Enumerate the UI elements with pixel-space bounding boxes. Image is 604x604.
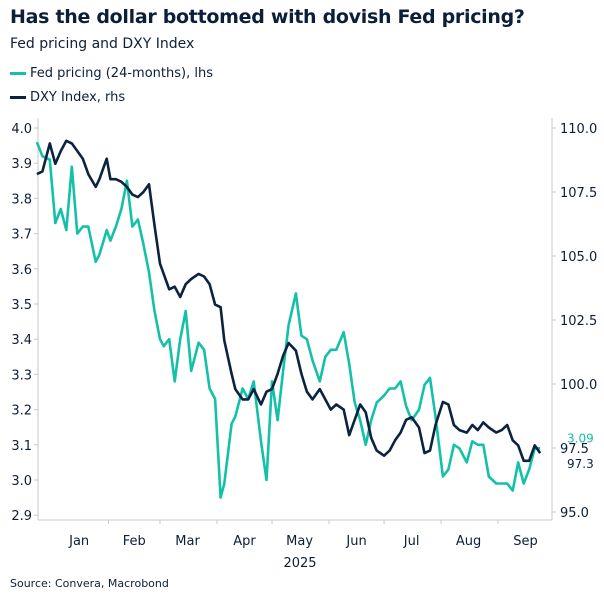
chart-title: Has the dollar bottomed with dovish Fed …: [10, 6, 525, 28]
left-axis-tick-label: 3.6: [11, 263, 32, 278]
right-axis-tick-label: 95.0: [560, 506, 589, 521]
legend-swatch-fed: [10, 72, 26, 75]
right-axis-tick-label: 100.0: [560, 378, 597, 393]
series-line-dxy: [36, 139, 542, 463]
x-axis-tick-label: Jun: [345, 534, 366, 549]
x-axis-tick-label: Feb: [123, 534, 146, 549]
legend-label-dxy: DXY Index, rhs: [30, 90, 126, 105]
x-axis-tick-label: Jul: [403, 534, 420, 549]
right-axis-tick-label: 97.5: [560, 442, 589, 457]
left-axis-tick-label: 3.3: [11, 368, 32, 383]
left-axis-tick-label: 3.0: [11, 474, 32, 489]
series-line-fed-pricing: [35, 141, 541, 499]
x-axis-tick-label: May: [286, 534, 313, 549]
chart-subtitle: Fed pricing and DXY Index: [10, 36, 195, 52]
fed-last-value-label: 3.09: [567, 431, 594, 445]
x-axis-tick-label: Mar: [175, 534, 200, 549]
left-axis-tick-label: 3.4: [11, 333, 32, 348]
x-axis-year-label: 2025: [283, 556, 316, 571]
left-axis-tick-label: 3.9: [11, 157, 32, 172]
left-axis-tick-label: 3.5: [11, 298, 32, 313]
right-axis-tick-label: 102.5: [560, 314, 597, 329]
left-axis-tick-label: 3.1: [11, 439, 32, 454]
right-axis-tick-label: 110.0: [560, 122, 597, 137]
right-axis-tick-label: 107.5: [560, 186, 597, 201]
legend-swatch-dxy: [10, 96, 26, 99]
left-axis-tick-label: 3.7: [11, 228, 32, 243]
left-axis-tick-label: 4.0: [11, 122, 32, 137]
legend-item-fed-pricing: Fed pricing (24-months), lhs: [10, 66, 213, 81]
legend-label-fed: Fed pricing (24-months), lhs: [30, 66, 213, 81]
dxy-last-value-label: 97.3: [567, 457, 594, 471]
x-axis-tick-label: Apr: [233, 534, 256, 549]
x-axis-tick-label: Aug: [456, 534, 481, 549]
x-axis-tick-label: Jan: [68, 534, 89, 549]
left-axis-tick-label: 3.2: [11, 404, 32, 419]
left-axis-tick-label: 3.8: [11, 192, 32, 207]
legend-item-dxy: DXY Index, rhs: [10, 90, 125, 105]
source-note: Source: Convera, Macrobond: [10, 577, 169, 590]
right-axis-tick-label: 105.0: [560, 250, 597, 265]
x-axis-tick-label: Sep: [513, 534, 538, 549]
left-axis-tick-label: 2.9: [11, 509, 32, 524]
